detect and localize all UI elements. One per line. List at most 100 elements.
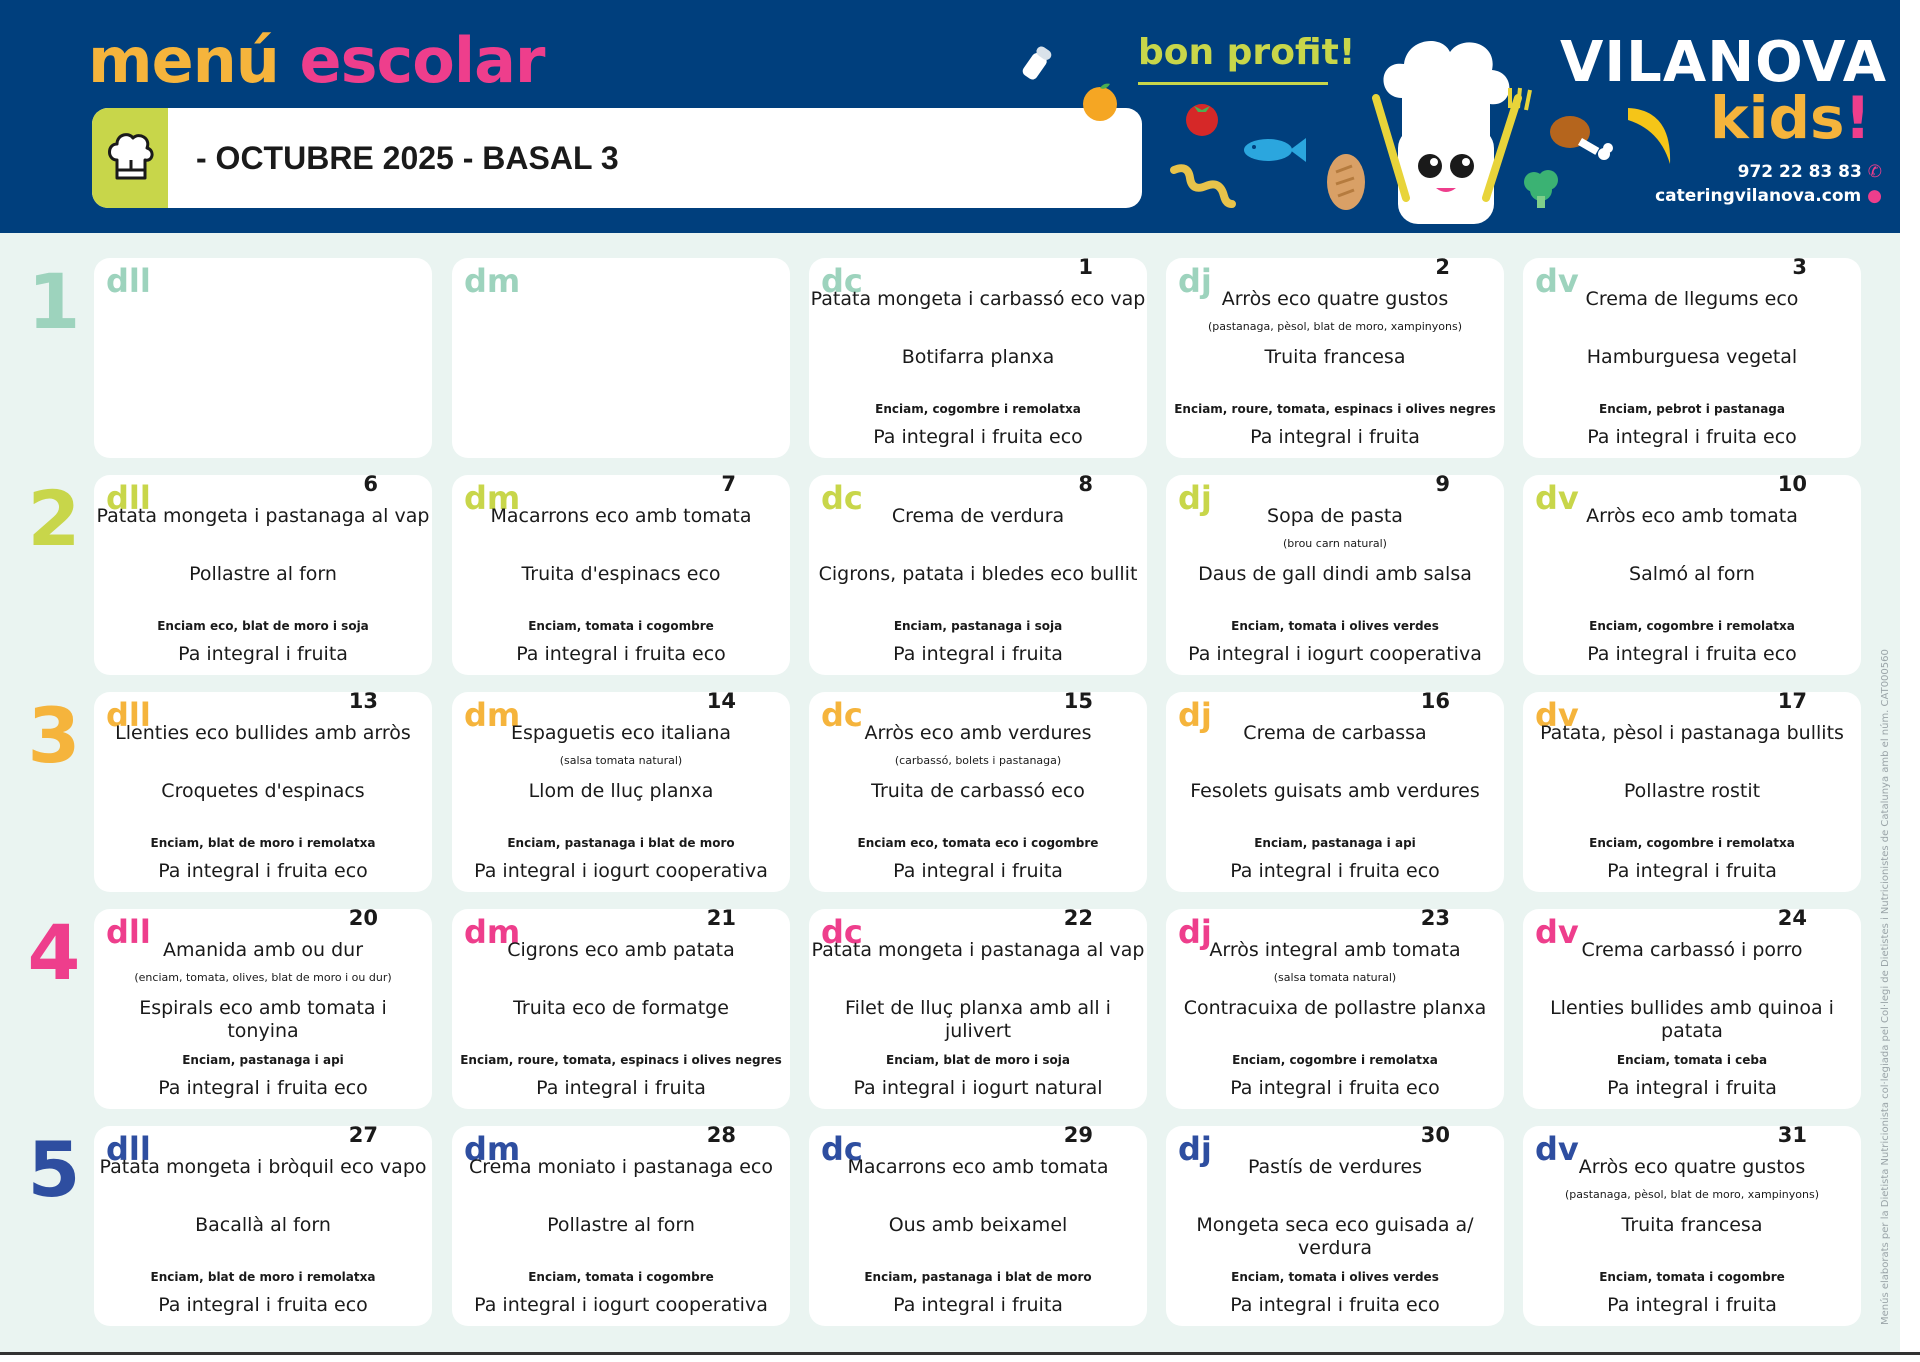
day-card: dj 16 Crema de carbassa Fesolets guisats am…	[1166, 689, 1504, 892]
salad: Enciam, roure, tomata, espinacs i olives…	[460, 1053, 782, 1067]
banana-icon	[1628, 108, 1671, 164]
salad: Enciam, tomata i olives verdes	[1231, 619, 1439, 633]
day-number: 13	[348, 689, 378, 713]
day-card: dv 10 Arròs eco amb tomata Salmó al forn Enc…	[1523, 472, 1861, 675]
first-course: Patata mongeta i pastanaga al vap	[96, 505, 430, 527]
header-banner: menú escolar - OCTUBRE 2025 - BASAL 3	[0, 0, 1900, 233]
day-number: 7	[721, 472, 736, 496]
tagline: bon profit!	[1138, 32, 1356, 73]
day-abbr: dv	[1535, 696, 1579, 734]
brand-kids-text: kids	[1710, 84, 1845, 152]
brand-name: VILANOVA	[1560, 30, 1888, 95]
salad: Enciam, blat de moro i remolatxa	[150, 1270, 376, 1284]
first-course-note: (salsa tomata natural)	[1273, 971, 1397, 984]
day-number: 8	[1078, 472, 1093, 496]
dessert: Pa integral i fruita eco	[158, 1294, 368, 1316]
day-number: 27	[348, 1123, 378, 1147]
first-course: Sopa de pasta	[1267, 505, 1403, 527]
day-number: 3	[1792, 255, 1807, 279]
day-card: dj 23 Arròs integral amb tomata (salsa toma…	[1166, 906, 1504, 1109]
first-course: Arròs eco amb verdures	[864, 722, 1092, 744]
day-abbr: dj	[1178, 696, 1212, 734]
day-number: 15	[1063, 689, 1093, 713]
day-abbr: dv	[1535, 1130, 1579, 1168]
first-course: Espaguetis eco italiana	[510, 722, 732, 744]
location-icon: ●	[1867, 186, 1882, 206]
day-card: dv 3 Crema de llegums eco Hamburguesa veget…	[1523, 255, 1861, 458]
second-course: Bacallà al forn	[195, 1214, 331, 1236]
first-course: Macarrons eco amb tomata	[490, 505, 752, 527]
day-number: 22	[1063, 906, 1093, 930]
day-card: dc 29 Macarrons eco amb tomata Ous amb beix…	[809, 1123, 1147, 1326]
second-course: Llom de lluç planxa	[528, 780, 714, 802]
day-abbr: dc	[821, 479, 863, 517]
first-course: Amanida amb ou dur	[162, 939, 364, 961]
day-abbr: dm	[464, 696, 521, 734]
first-course-note: (salsa tomata natural)	[559, 754, 683, 767]
day-card: dm 7 Macarrons eco amb tomata Truita d'espi…	[452, 472, 790, 675]
dessert: Pa integral i fruita eco	[1587, 643, 1797, 665]
day-abbr: dll	[106, 262, 151, 300]
dessert: Pa integral i fruita	[893, 643, 1063, 665]
bread-icon	[1327, 154, 1365, 210]
day-abbr: dc	[821, 696, 863, 734]
day-card: dj 30 Pastís de verdures Mongeta seca eco g…	[1166, 1123, 1504, 1326]
day-number: 21	[706, 906, 736, 930]
salad: Enciam eco, blat de moro i soja	[157, 619, 369, 633]
day-number: 29	[1063, 1123, 1093, 1147]
salad: Enciam, tomata i cogombre	[528, 619, 714, 633]
nutritionist-note: Menús elaborats per la Dietista Nutricio…	[1880, 649, 1891, 1325]
second-course: Salmó al forn	[1629, 563, 1755, 585]
day-number: 28	[706, 1123, 736, 1147]
day-card: dj 2 Arròs eco quatre gustos (pastanaga, pè…	[1166, 255, 1504, 458]
day-number: 2	[1435, 255, 1450, 279]
dessert: Pa integral i fruita	[178, 643, 348, 665]
dessert: Pa integral i fruita eco	[158, 1077, 368, 1099]
website: cateringvilanova.com ●	[1620, 186, 1882, 206]
day-card: dj 9 Sopa de pasta (brou carn natural) Daus …	[1166, 472, 1504, 675]
second-course: Truita de carbassó eco	[871, 780, 1085, 802]
day-abbr: dv	[1535, 913, 1579, 951]
day-card: dc 1 Patata mongeta i carbassó eco vap Boti…	[809, 255, 1147, 458]
day-abbr: dm	[464, 479, 521, 517]
dessert: Pa integral i iogurt cooperativa	[474, 1294, 768, 1316]
pasta-icon	[1170, 164, 1236, 208]
phone-number: 972 22 83 83 ✆	[1710, 162, 1882, 182]
second-course: Filet de lluç planxa amb all i julivert	[845, 997, 1111, 1042]
salt-shaker-icon	[1022, 46, 1052, 80]
dessert: Pa integral i fruita eco	[1230, 1077, 1440, 1099]
day-card: dll 27 Patata mongeta i bròquil eco vapo Ba…	[94, 1123, 432, 1326]
phone-icon: ✆	[1867, 162, 1882, 182]
day-number: 16	[1420, 689, 1450, 713]
page-title: - OCTUBRE 2025 - BASAL 3	[196, 140, 619, 176]
day-card: dv 31 Arròs eco quatre gustos (pastanaga, p…	[1523, 1123, 1861, 1326]
first-course: Patata, pèsol i pastanaga bullits	[1540, 722, 1844, 744]
second-course: Truita francesa	[1264, 346, 1406, 368]
day-abbr: dll	[106, 1130, 151, 1168]
dessert: Pa integral i fruita	[1607, 1294, 1777, 1316]
first-course: Crema de llegums eco	[1585, 288, 1799, 310]
salad: Enciam, tomata i cogombre	[528, 1270, 714, 1284]
salad: Enciam eco, tomata eco i cogombre	[857, 836, 1099, 850]
first-course: Arròs eco quatre gustos	[1578, 1156, 1806, 1178]
day-number: 9	[1435, 472, 1450, 496]
day-abbr: dm	[464, 262, 521, 300]
fish-icon	[1244, 138, 1306, 162]
dessert: Pa integral i fruita	[893, 1294, 1063, 1316]
orange-icon	[1083, 83, 1117, 121]
day-card: dm 21 Cigrons eco amb patata Truita eco de …	[452, 906, 790, 1109]
day-card: dll 13 Llenties eco bullides amb arròs Croq…	[94, 689, 432, 892]
salad: Enciam, tomata i ceba	[1616, 1053, 1768, 1067]
day-number: 10	[1777, 472, 1807, 496]
dessert: Pa integral i fruita eco	[873, 426, 1083, 448]
day-abbr: dj	[1178, 1130, 1212, 1168]
second-course: Croquetes d'espinacs	[161, 780, 365, 802]
menu-title-word1: menú	[88, 24, 280, 97]
week-number: 1	[27, 257, 81, 346]
day-abbr: dm	[464, 1130, 521, 1168]
day-card: dm 14 Espaguetis eco italiana (salsa tomata…	[452, 689, 790, 892]
day-card: dll 20 Amanida amb ou dur (enciam, tomata, …	[94, 906, 432, 1109]
dessert: Pa integral i fruita eco	[1230, 1294, 1440, 1316]
title-box	[92, 108, 1142, 208]
brand-kids-exclaim: !	[1844, 84, 1871, 152]
